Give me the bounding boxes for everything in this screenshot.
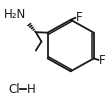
Text: H₂N: H₂N <box>4 8 27 21</box>
Text: F: F <box>99 54 106 67</box>
Text: Cl: Cl <box>8 83 20 96</box>
Text: H: H <box>27 83 36 96</box>
Text: F: F <box>76 11 82 24</box>
